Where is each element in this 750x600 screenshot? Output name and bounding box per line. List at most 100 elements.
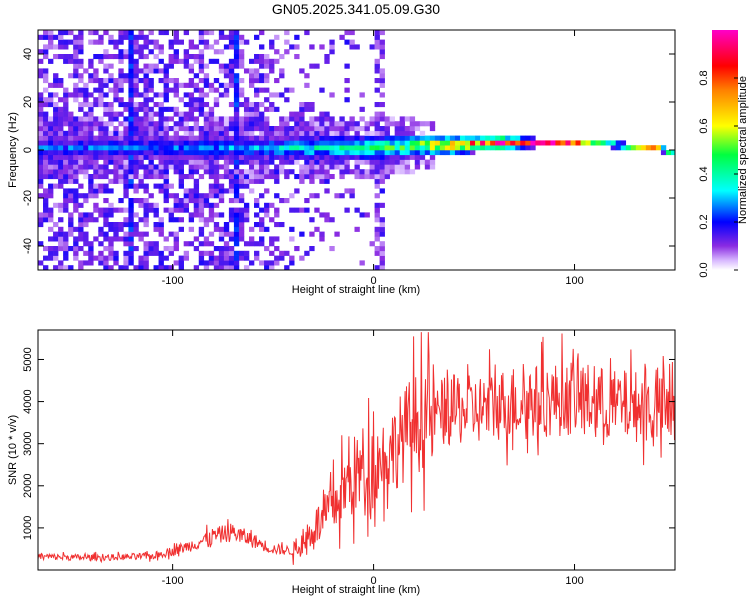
spectrogram-cell: [329, 164, 335, 170]
spectrogram-cell: [294, 154, 300, 160]
spectrogram-cell: [389, 150, 395, 156]
spectrogram-cell: [213, 135, 220, 141]
spectrogram-cell: [103, 140, 109, 146]
spectrogram-cell: [208, 44, 215, 50]
spectrogram-cell: [88, 250, 94, 256]
spectrogram-cell: [118, 97, 124, 103]
spectrogram-cell: [213, 183, 220, 189]
spectrogram-cell: [264, 169, 270, 175]
spectrogram-cell: [58, 39, 64, 45]
spectrogram-cell: [339, 34, 345, 40]
spectrogram-cell: [259, 54, 265, 60]
spectrogram-cell: [269, 140, 275, 146]
spectrogram-cell: [228, 44, 235, 50]
spectrogram-cell: [143, 145, 149, 151]
spectrogram-cell: [133, 246, 139, 252]
spectrogram-cell: [108, 135, 114, 141]
spectrogram-cell: [238, 135, 245, 141]
spectrogram-cell: [58, 231, 64, 237]
spectrogram-cell: [279, 121, 285, 127]
spectrogram-cell: [238, 207, 245, 213]
spectrogram-cell: [168, 106, 174, 112]
spectrogram-cell: [254, 154, 260, 160]
spectrogram-cell: [168, 78, 174, 84]
spectrogram-cell: [259, 226, 265, 232]
spectrogram-cell: [98, 34, 104, 40]
spectrogram-cell: [43, 154, 49, 160]
spectrogram-cell: [324, 169, 330, 175]
spectrogram-cell: [520, 140, 526, 146]
spectrogram-cell: [193, 145, 200, 151]
spectrogram-cell: [58, 178, 64, 184]
spectrogram-cell: [88, 154, 94, 160]
spectrogram-cell: [254, 78, 260, 84]
spectrogram-cell: [294, 188, 300, 194]
spectrogram-cell: [88, 174, 94, 180]
spectrogram-cell: [93, 154, 99, 160]
spectrogram-cell: [364, 135, 370, 141]
spectrogram-cell: [279, 169, 285, 175]
spectrogram-cell: [284, 150, 290, 156]
spectrogram-cell: [153, 111, 159, 117]
spectrogram-cell: [515, 135, 521, 141]
spectrogram-cell: [133, 68, 139, 74]
spectrogram-cell: [143, 78, 149, 84]
spectrogram-cell: [128, 164, 134, 170]
spectrogram-cell: [615, 140, 622, 146]
spectrogram-cell: [158, 169, 164, 175]
spectrogram-cell: [208, 260, 215, 266]
spectrogram-cell: [349, 154, 355, 160]
spectrogram-cell: [103, 63, 109, 69]
spectrogram-cell: [138, 231, 144, 237]
spectrogram-cell: [379, 111, 385, 117]
spectrogram-cell: [203, 159, 210, 165]
spectrogram-cell: [374, 265, 380, 270]
spectrogram-cell: [279, 73, 285, 79]
spectrogram-cell: [369, 140, 375, 146]
spectrogram-cell: [424, 145, 431, 151]
spectrogram-cell: [93, 255, 99, 261]
spectrogram-cell: [359, 150, 365, 156]
spectrogram-cell: [309, 164, 315, 170]
spectrogram-cell: [223, 73, 230, 79]
spectrogram-cell: [218, 188, 225, 194]
spectrogram-cell: [409, 130, 416, 136]
spectrogram-cell: [309, 174, 315, 180]
spectrogram-cell: [128, 121, 134, 127]
spectrogram-cell: [143, 183, 149, 189]
spectrogram-cell: [163, 193, 169, 199]
spectrogram-cell: [143, 246, 149, 252]
spectrogram-cell: [334, 145, 340, 151]
spectrogram-cell: [374, 126, 380, 132]
spectrogram-cell: [173, 145, 179, 151]
spectrogram-cell: [53, 202, 59, 208]
spectrogram-cell: [83, 102, 89, 108]
spectrogram-cell: [339, 126, 345, 132]
spectrogram-cell: [319, 135, 325, 141]
spectrogram-cell: [78, 231, 84, 237]
spectrogram-cell: [233, 236, 240, 242]
spectrogram-cell: [43, 97, 49, 103]
spectrogram-cell: [128, 106, 134, 112]
spectrogram-cell: [108, 54, 114, 60]
spectrogram-cell: [238, 87, 245, 93]
snr-ytick-label: 3000: [22, 431, 34, 455]
spectrogram-cell: [188, 63, 195, 69]
spectrogram-cell: [93, 30, 99, 36]
spectrogram-cell: [158, 30, 164, 36]
spectrogram-cell: [53, 250, 59, 256]
spectrogram-cell: [203, 111, 210, 117]
spectrogram-cell: [299, 150, 305, 156]
spectrogram-cell: [153, 212, 159, 218]
spectrogram-cell: [188, 68, 195, 74]
spectrogram-cell: [309, 169, 315, 175]
spectrogram-cell: [208, 169, 215, 175]
spectrogram-cell: [364, 159, 370, 165]
spectrogram-cell: [108, 202, 114, 208]
spectrogram-cell: [123, 159, 129, 165]
spectrogram-cell: [178, 260, 184, 266]
spectrogram-cell: [615, 145, 622, 151]
spectrogram-cell: [223, 222, 230, 228]
spectrogram-cell: [123, 135, 129, 141]
